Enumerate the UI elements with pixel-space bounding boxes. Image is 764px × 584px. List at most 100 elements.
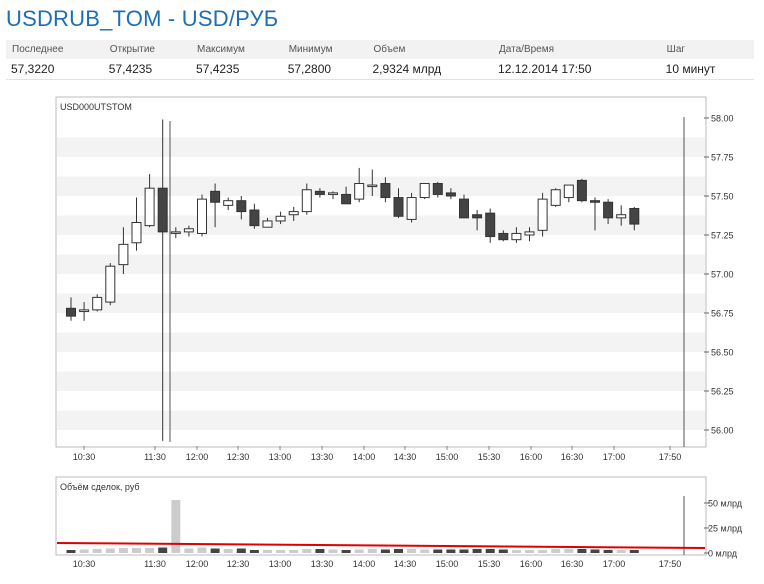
- volume-bar: [302, 549, 312, 553]
- volume-bar: [66, 550, 76, 553]
- candle-body: [301, 189, 312, 213]
- volume-bar: [433, 549, 443, 553]
- page-title: USDRUB_TOM - USD/РУБ: [6, 6, 279, 31]
- quote-table: Последнее Открытие Максимум Минимум Объе…: [6, 40, 754, 80]
- header-step: Шаг: [660, 40, 754, 59]
- volume-bar: [511, 550, 521, 553]
- candle-body: [262, 220, 273, 228]
- volume-bar: [564, 549, 574, 553]
- candle-body: [419, 183, 430, 199]
- volume-bar: [446, 549, 456, 553]
- candle-body: [576, 179, 587, 202]
- volume-bar: [132, 548, 141, 553]
- candle-body: [144, 187, 155, 227]
- volume-bar: [158, 547, 168, 553]
- volume-bar: [472, 549, 482, 553]
- header-last: Последнее: [6, 40, 104, 59]
- volume-bars: [66, 500, 639, 553]
- volume-bar: [263, 550, 272, 553]
- volume-x-axis: 10:30 11:30 12:00 12:30 13:00 13:30 14:00 14:30…: [73, 559, 682, 569]
- volume-chart-title: Объём сделок, руб: [60, 482, 140, 492]
- y-tick-label: 57.00: [711, 270, 734, 280]
- x-tick-label: 12:30: [227, 452, 250, 462]
- price-y-axis: 58.00 57.75 57.50 57.25 57.00 56.75 56.50 56.25…: [704, 114, 734, 436]
- volume-x-tick-label: 14:30: [394, 559, 417, 569]
- price-plot-frame: [55, 96, 707, 448]
- volume-bar: [328, 549, 338, 553]
- price-x-axis: 10:30 11:30 12:00 12:30 13:00 13:30 14:00 14:30…: [73, 446, 682, 462]
- candle-body: [472, 214, 483, 219]
- header-datetime: Дата/Время: [493, 40, 661, 59]
- candle-body: [210, 190, 221, 203]
- candle-body: [393, 197, 404, 217]
- header-max: Максимум: [191, 40, 283, 59]
- volume-bar: [92, 549, 102, 553]
- candle-body: [118, 243, 129, 266]
- volume-x-tick-label: 10:30: [73, 559, 96, 569]
- volume-bar: [223, 549, 233, 553]
- candle-body: [341, 193, 352, 205]
- x-tick-label: 11:30: [144, 452, 166, 462]
- candle-body: [92, 296, 103, 311]
- y-tick-label: 58.00: [711, 114, 734, 124]
- volume-bar: [616, 550, 626, 553]
- volume-bar: [394, 549, 403, 553]
- value-last: 57,3220: [6, 59, 104, 80]
- volume-bar: [538, 550, 548, 553]
- volume-x-tick-label: 11:30: [144, 559, 166, 569]
- volume-bar: [629, 550, 639, 553]
- volume-bar: [276, 550, 286, 553]
- volume-bar: [367, 549, 377, 553]
- volume-x-tick-label: 13:00: [269, 559, 292, 569]
- quote-header-row: Последнее Открытие Максимум Минимум Объе…: [6, 40, 754, 59]
- volume-bar: [551, 549, 561, 553]
- volume-bar: [171, 500, 181, 553]
- grid-stripe: [57, 332, 705, 352]
- volume-x-tick-label: 12:30: [227, 559, 250, 569]
- candles: [66, 119, 640, 441]
- x-tick-label: 12:00: [186, 452, 209, 462]
- volume-y-tick-label: 50 млрд: [708, 499, 743, 509]
- candle-body: [498, 232, 509, 241]
- volume-bar: [459, 549, 469, 553]
- grid-stripe: [57, 371, 705, 391]
- volume-bar: [420, 549, 430, 553]
- candle-body: [445, 192, 456, 197]
- volume-x-tick-label: 17:00: [603, 559, 626, 569]
- grid-stripe: [57, 410, 705, 430]
- candle-body: [275, 215, 286, 222]
- quote-value-row: 57,3220 57,4235 57,4235 57,2800 2,9324 м…: [6, 59, 754, 80]
- x-tick-label: 16:00: [520, 452, 543, 462]
- volume-bar: [603, 550, 613, 553]
- candle-body: [367, 184, 378, 188]
- volume-bar: [577, 549, 587, 553]
- y-tick-label: 56.25: [711, 387, 734, 397]
- value-min: 57,2800: [282, 59, 368, 80]
- volume-bar: [184, 548, 194, 553]
- candle-body: [511, 232, 522, 241]
- volume-x-tick-label: 16:00: [520, 559, 543, 569]
- candle-body: [354, 183, 365, 200]
- x-tick-label: 15:00: [436, 452, 459, 462]
- volume-x-tick-label: 15:00: [436, 559, 459, 569]
- volume-bar: [145, 548, 155, 553]
- candle-body: [249, 209, 260, 227]
- grid-stripe: [57, 293, 705, 313]
- volume-bar: [498, 549, 508, 553]
- candle-body: [380, 183, 391, 199]
- grid-stripe: [57, 254, 705, 274]
- x-tick-label: 16:30: [561, 452, 584, 462]
- x-tick-label: 17:50: [659, 452, 682, 462]
- candle-body: [524, 231, 535, 236]
- x-tick-label: 14:00: [353, 452, 376, 462]
- candle-body: [406, 197, 417, 220]
- candle-body: [183, 228, 194, 233]
- candle-body: [223, 200, 234, 206]
- volume-bar: [118, 548, 128, 553]
- y-tick-label: 56.00: [711, 426, 734, 436]
- y-tick-label: 57.50: [711, 192, 734, 202]
- candle-body: [629, 207, 640, 225]
- volume-bar: [315, 549, 325, 553]
- candle-body: [459, 198, 469, 219]
